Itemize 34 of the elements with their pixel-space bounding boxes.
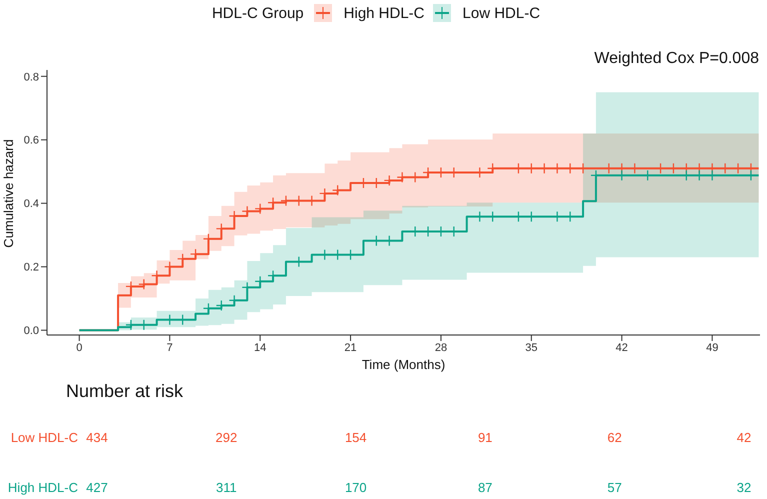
text: 62 — [606, 430, 623, 445]
text: 91 — [476, 430, 494, 445]
y-tick-label: 0.2 — [24, 262, 39, 274]
text: 154 — [344, 430, 368, 445]
text: High HDL-C — [8, 480, 78, 495]
text: 32 — [736, 480, 752, 495]
text: 311 — [215, 480, 238, 495]
text: 434 — [85, 430, 109, 445]
text: 42 — [736, 430, 752, 445]
y-tick-label: 0.0 — [24, 325, 39, 338]
text: 170 — [344, 480, 368, 495]
x-tick-label: 28 — [434, 342, 448, 354]
y-axis-title: Cumulative hazard — [1, 139, 16, 248]
x-tick-label: 35 — [525, 342, 538, 354]
text: 57 — [606, 480, 623, 495]
legend-label: Low HDL-C — [462, 4, 540, 22]
text: 87 — [476, 480, 494, 495]
x-tick-label: 7 — [166, 342, 173, 354]
x-axis-title: Time (Months) — [362, 357, 446, 372]
y-tick-label: 0.6 — [24, 134, 39, 147]
legend-title: HDL-C Group — [212, 4, 304, 22]
y-tick-label: 0.8 — [24, 71, 39, 84]
text: Number at risk — [66, 381, 184, 402]
x-tick-label: 14 — [254, 342, 266, 354]
y-tick-label: 0.4 — [24, 198, 39, 210]
legend-label: High HDL-C — [342, 4, 425, 22]
x-tick-label: 0 — [76, 342, 82, 354]
x-tick-label: 49 — [706, 342, 718, 354]
text: Weighted Cox P=0.008 — [594, 50, 759, 68]
text: Low HDL-C — [10, 430, 78, 445]
text: 292 — [214, 430, 238, 445]
text: 427 — [85, 480, 109, 495]
x-tick-label: 42 — [616, 342, 628, 354]
x-tick-label: 21 — [344, 342, 357, 354]
